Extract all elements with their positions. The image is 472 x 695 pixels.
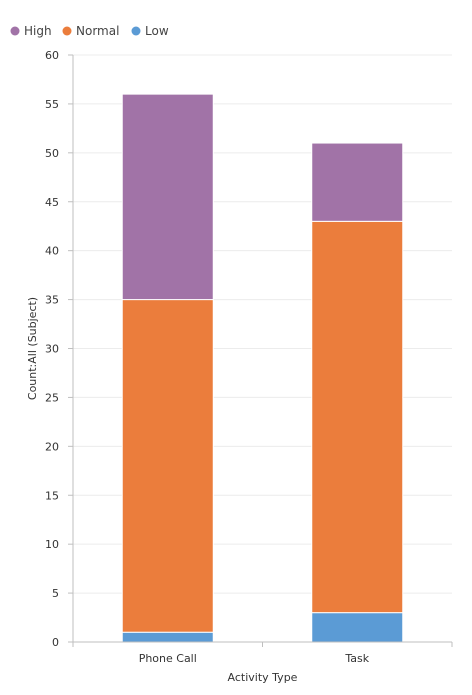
y-tick-label: 55	[45, 98, 59, 111]
legend-label-high: High	[24, 24, 52, 38]
bar-segment-low[interactable]	[311, 612, 404, 643]
x-tick-label: Task	[344, 652, 369, 665]
y-tick-label: 30	[45, 343, 59, 356]
bar-segment-high[interactable]	[311, 142, 404, 222]
y-tick-label: 10	[45, 538, 59, 551]
legend-swatch-low	[131, 26, 141, 36]
bar-segment-normal[interactable]	[121, 299, 214, 633]
bars	[121, 93, 404, 643]
y-axis-ticks: 0 5 10 15 20 25 30 35 40 45 50 55 60	[45, 49, 73, 649]
x-axis-title: Activity Type	[228, 671, 298, 684]
y-tick-label: 25	[45, 391, 59, 404]
y-tick-label: 5	[52, 587, 59, 600]
y-tick-label: 15	[45, 489, 59, 502]
legend-swatch-normal	[62, 26, 72, 36]
y-tick-label: 35	[45, 294, 59, 307]
legend-label-low: Low	[145, 24, 169, 38]
bar-segment-normal[interactable]	[311, 220, 404, 614]
y-tick-label: 45	[45, 196, 59, 209]
y-tick-label: 20	[45, 440, 59, 453]
legend: High Normal Low	[10, 24, 169, 38]
y-tick-label: 0	[52, 636, 59, 649]
y-tick-label: 60	[45, 49, 59, 62]
x-axis-ticks: Phone Call Task	[72, 642, 453, 665]
bar-segment-low[interactable]	[121, 631, 214, 643]
y-tick-label: 40	[45, 245, 59, 258]
legend-swatch-high	[10, 26, 20, 36]
x-tick-label: Phone Call	[139, 652, 197, 665]
bar-segment-high[interactable]	[121, 93, 214, 301]
legend-label-normal: Normal	[76, 24, 119, 38]
y-tick-label: 50	[45, 147, 59, 160]
y-axis-title: Count:All (Subject)	[26, 297, 39, 400]
